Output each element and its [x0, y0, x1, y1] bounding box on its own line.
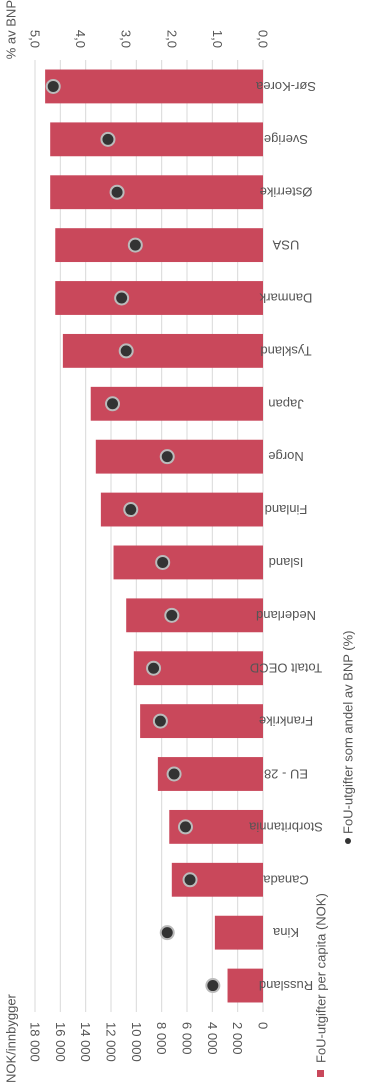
legend-bar-swatch: [317, 1070, 324, 1077]
category-label: Sør-Korea: [255, 79, 316, 94]
point: [146, 660, 162, 676]
point: [205, 978, 221, 994]
category-label: Japan: [268, 396, 303, 411]
point: [100, 131, 116, 147]
primary-tick-label: 14 000: [78, 1022, 93, 1062]
primary-tick-label: 18 000: [28, 1022, 43, 1062]
gridlines: [34, 60, 264, 1012]
category-label: Finland: [265, 502, 308, 517]
category-label: Kina: [272, 925, 299, 940]
category-labels: Sør-Korea Sverige Østerrike USA Danmark Tyskl…: [248, 79, 322, 993]
category-label: Tyskland: [260, 343, 311, 358]
primary-tick-label: 16 000: [53, 1022, 68, 1062]
bar: [227, 968, 263, 1003]
secondary-axis-ticks: 5,0 4,0 3,0 2,0 1,0 0,0: [28, 30, 271, 48]
point: [159, 449, 175, 465]
bar: [50, 175, 264, 210]
category-label: Canada: [262, 872, 308, 887]
primary-tick-label: 0: [256, 1022, 271, 1029]
category-label: Norge: [268, 449, 303, 464]
point: [159, 925, 175, 941]
point: [177, 819, 193, 835]
point: [118, 343, 134, 359]
legend-bar-label: FoU-utgifter per capita (NOK): [314, 893, 329, 1063]
point: [127, 237, 143, 253]
primary-tick-label: 6 000: [180, 1022, 195, 1055]
category-label: Frankrike: [259, 714, 313, 729]
point-series: [45, 78, 221, 994]
bar-series: [45, 69, 264, 1003]
point: [182, 872, 198, 888]
legend-dot-label: FoU-utgifter som andel av BNP (%): [341, 631, 356, 835]
bar: [214, 915, 263, 950]
bar: [55, 228, 264, 263]
category-label: Island: [269, 555, 304, 570]
bar: [50, 122, 264, 157]
category-label: Danmark: [259, 291, 312, 306]
bar: [113, 545, 264, 580]
point: [152, 713, 168, 729]
primary-tick-label: 10 000: [129, 1022, 144, 1062]
secondary-tick-label: 0,0: [256, 30, 271, 48]
primary-tick-label: 4 000: [205, 1022, 220, 1055]
point: [109, 184, 125, 200]
category-label: USA: [272, 238, 299, 253]
legend: FoU-utgifter per capita (NOK) FoU-utgift…: [314, 631, 356, 1077]
category-label: Totalt OECD: [250, 661, 322, 676]
category-label: Russland: [259, 978, 313, 993]
bar: [45, 69, 264, 104]
bar: [95, 439, 263, 474]
point: [164, 607, 180, 623]
secondary-tick-label: 3,0: [119, 30, 134, 48]
secondary-tick-label: 4,0: [73, 30, 88, 48]
legend-dot-swatch: [345, 838, 351, 844]
category-label: Sverige: [264, 132, 308, 147]
point: [166, 766, 182, 782]
category-label: Storbritannia: [248, 819, 322, 834]
bar: [55, 281, 264, 315]
primary-axis-ticks: 18 000 16 000 14 000 12 000 10 000 8 000 6 000…: [28, 1022, 271, 1062]
category-label: Nederland: [256, 608, 316, 623]
secondary-tick-label: 2,0: [164, 30, 179, 48]
point: [45, 78, 61, 94]
point: [105, 396, 121, 412]
primary-tick-label: 8 000: [154, 1022, 169, 1055]
bar: [62, 333, 263, 368]
primary-tick-label: 2 000: [230, 1022, 245, 1055]
point: [155, 554, 171, 570]
primary-axis-label: NOK/innbygger: [4, 993, 19, 1083]
secondary-tick-label: 1,0: [210, 30, 225, 48]
category-label: Østerrike: [260, 185, 313, 200]
secondary-axis-label: % av BNP: [4, 0, 19, 59]
category-label: EU - 28: [264, 767, 308, 782]
bar: [126, 598, 263, 633]
primary-tick-label: 12 000: [104, 1022, 119, 1062]
point: [114, 290, 130, 306]
secondary-tick-label: 5,0: [28, 30, 43, 48]
point: [123, 502, 139, 518]
